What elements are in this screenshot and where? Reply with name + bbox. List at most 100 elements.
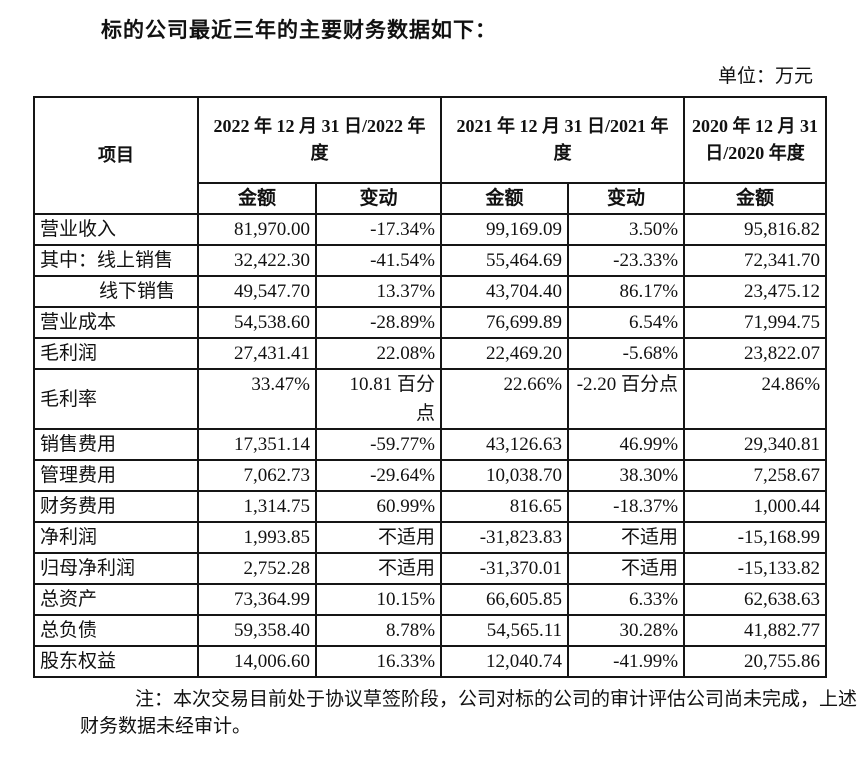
change-2021-cell: -18.37% xyxy=(567,490,686,523)
header-change-2021: 变动 xyxy=(567,182,686,215)
table-row: 营业成本 54,538.60 -28.89% 76,699.89 6.54% 7… xyxy=(33,306,828,339)
amount-2022-cell: 14,006.60 xyxy=(197,645,317,678)
header-amount-2020: 金额 xyxy=(683,182,828,215)
amount-2020-cell: 20,755.86 xyxy=(683,645,828,678)
amount-2021-cell: 43,126.63 xyxy=(440,428,570,461)
amount-2020-cell: 95,816.82 xyxy=(683,213,828,246)
change-2022-cell: 不适用 xyxy=(314,521,443,554)
amount-2021-cell: -31,370.01 xyxy=(440,552,570,585)
amount-2021-cell: 55,464.69 xyxy=(440,244,570,277)
amount-2020-cell: 72,341.70 xyxy=(683,244,828,277)
document-page: 标的公司最近三年的主要财务数据如下： 单位：万元 项目 2022 年 12 月 … xyxy=(0,16,864,740)
amount-2022-cell: 27,431.41 xyxy=(197,337,317,370)
row-item-label: 线下销售 xyxy=(33,275,199,308)
row-item-label: 净利润 xyxy=(33,521,199,554)
header-period-2022: 2022 年 12 月 31 日/2022 年度 xyxy=(196,96,443,184)
amount-2020-cell: 71,994.75 xyxy=(683,306,828,339)
row-item-label: 股东权益 xyxy=(33,645,199,678)
amount-2021-cell: 54,565.11 xyxy=(440,614,570,647)
amount-2020-cell: 1,000.44 xyxy=(683,490,828,523)
amount-2020-cell: 24.86% xyxy=(683,368,828,430)
amount-2022-cell: 1,993.85 xyxy=(197,521,317,554)
row-item-label: 归母净利润 xyxy=(33,552,199,585)
change-2021-cell: 不适用 xyxy=(567,552,686,585)
change-2022-cell: -59.77% xyxy=(314,428,443,461)
table-row: 总负债 59,358.40 8.78% 54,565.11 30.28% 41,… xyxy=(33,614,828,647)
change-2022-cell: 10.15% xyxy=(314,583,443,616)
amount-2022-cell: 17,351.14 xyxy=(197,428,317,461)
amount-2021-cell: -31,823.83 xyxy=(440,521,570,554)
header-period-2020: 2020 年 12 月 31 日/2020 年度 xyxy=(683,96,828,184)
footnote: 注：本次交易目前处于协议草签阶段，公司对标的公司的审计评估公司尚未完成，上述财务… xyxy=(80,689,858,737)
row-item-label: 总资产 xyxy=(33,583,199,616)
amount-2020-cell: -15,168.99 xyxy=(683,521,828,554)
change-2022-cell: -28.89% xyxy=(314,306,443,339)
header-amount-2022: 金额 xyxy=(197,182,317,215)
change-2022-cell: -41.54% xyxy=(314,244,443,277)
header-period-2021: 2021 年 12 月 31 日/2021 年度 xyxy=(440,96,686,184)
unit-row: 单位：万元 xyxy=(33,64,825,90)
table-row: 销售费用 17,351.14 -59.77% 43,126.63 46.99% … xyxy=(33,428,828,461)
amount-2021-cell: 22,469.20 xyxy=(440,337,570,370)
change-2021-cell: 30.28% xyxy=(567,614,686,647)
row-item-label: 毛利率 xyxy=(33,368,199,430)
change-2021-cell: 46.99% xyxy=(567,428,686,461)
row-item-label: 销售费用 xyxy=(33,428,199,461)
amount-2020-cell: -15,133.82 xyxy=(683,552,828,585)
amount-2022-cell: 81,970.00 xyxy=(197,213,317,246)
amount-2022-cell: 1,314.75 xyxy=(197,490,317,523)
change-2021-cell: 3.50% xyxy=(567,213,686,246)
amount-2022-cell: 33.47% xyxy=(197,368,317,430)
change-2022-cell: -17.34% xyxy=(314,213,443,246)
change-2021-cell: 不适用 xyxy=(567,521,686,554)
table-header: 项目 2022 年 12 月 31 日/2022 年度 2021 年 12 月 … xyxy=(33,96,828,215)
row-item-label: 管理费用 xyxy=(33,459,199,492)
table-row: 总资产 73,364.99 10.15% 66,605.85 6.33% 62,… xyxy=(33,583,828,616)
change-2021-cell: 86.17% xyxy=(567,275,686,308)
amount-2021-cell: 76,699.89 xyxy=(440,306,570,339)
change-2021-cell: 38.30% xyxy=(567,459,686,492)
row-item-label: 营业成本 xyxy=(33,306,199,339)
amount-2020-cell: 62,638.63 xyxy=(683,583,828,616)
financial-table: 项目 2022 年 12 月 31 日/2022 年度 2021 年 12 月 … xyxy=(33,96,828,678)
amount-2022-cell: 73,364.99 xyxy=(197,583,317,616)
amount-2021-cell: 10,038.70 xyxy=(440,459,570,492)
amount-2021-cell: 99,169.09 xyxy=(440,213,570,246)
amount-2020-cell: 29,340.81 xyxy=(683,428,828,461)
amount-2022-cell: 54,538.60 xyxy=(197,306,317,339)
change-2022-cell: 60.99% xyxy=(314,490,443,523)
content-area: 单位：万元 项目 2022 年 12 月 31 日/2022 年度 2021 年… xyxy=(33,64,857,740)
row-item-label: 总负债 xyxy=(33,614,199,647)
row-item-label: 其中：线上销售 xyxy=(33,244,199,277)
change-2022-cell: 13.37% xyxy=(314,275,443,308)
amount-2021-cell: 43,704.40 xyxy=(440,275,570,308)
header-period-row: 项目 2022 年 12 月 31 日/2022 年度 2021 年 12 月 … xyxy=(33,96,828,215)
row-item-label: 毛利润 xyxy=(33,337,199,370)
row-item-label: 营业收入 xyxy=(33,213,199,246)
header-measure-row: 金额 变动 金额 变动 金额 xyxy=(34,182,828,215)
amount-2021-cell: 66,605.85 xyxy=(440,583,570,616)
table-row: 净利润 1,993.85 不适用 -31,823.83 不适用 -15,168.… xyxy=(33,521,828,554)
amount-2020-cell: 7,258.67 xyxy=(683,459,828,492)
change-2022-cell: 8.78% xyxy=(314,614,443,647)
amount-2022-cell: 2,752.28 xyxy=(197,552,317,585)
table-row: 毛利润 27,431.41 22.08% 22,469.20 -5.68% 23… xyxy=(33,337,828,370)
table-body: 营业收入 81,970.00 -17.34% 99,169.09 3.50% 9… xyxy=(33,213,828,678)
table-row: 线下销售 49,547.70 13.37% 43,704.40 86.17% 2… xyxy=(33,275,828,308)
table-row: 管理费用 7,062.73 -29.64% 10,038.70 38.30% 7… xyxy=(33,459,828,492)
amount-2021-cell: 22.66% xyxy=(440,368,570,430)
amount-2020-cell: 23,475.12 xyxy=(683,275,828,308)
amount-2020-cell: 23,822.07 xyxy=(683,337,828,370)
change-2021-cell: 6.33% xyxy=(567,583,686,616)
table-row: 其中：线上销售 32,422.30 -41.54% 55,464.69 -23.… xyxy=(33,244,828,277)
change-2021-cell: -23.33% xyxy=(567,244,686,277)
change-2022-cell: 22.08% xyxy=(314,337,443,370)
table-row: 财务费用 1,314.75 60.99% 816.65 -18.37% 1,00… xyxy=(33,490,828,523)
change-2022-cell: 10.81 百分 点 xyxy=(314,368,443,430)
table-row: 股东权益 14,006.60 16.33% 12,040.74 -41.99% … xyxy=(33,645,828,678)
unit-label: 单位：万元 xyxy=(717,66,813,87)
table-row: 归母净利润 2,752.28 不适用 -31,370.01 不适用 -15,13… xyxy=(33,552,828,585)
amount-2021-cell: 816.65 xyxy=(440,490,570,523)
header-change-2022: 变动 xyxy=(314,182,443,215)
change-2022-cell: 16.33% xyxy=(314,645,443,678)
